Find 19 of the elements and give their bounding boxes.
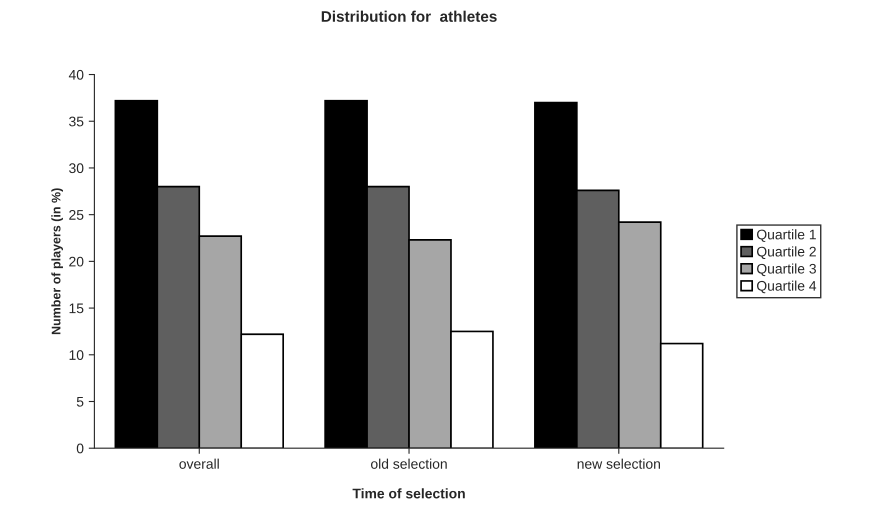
y-tick-label: 25 [69,210,84,220]
legend-label: Quartile 3 [757,263,816,276]
y-tick-label: 0 [76,444,84,454]
x-tick-label: old selection [371,458,447,469]
y-axis-title: Number of players (in %) [51,188,63,334]
legend-label: Quartile 2 [757,246,816,260]
x-tick-label: overall [179,458,219,469]
x-axis-title: Time of selection [352,488,465,498]
y-tick-label: 10 [70,350,84,360]
y-tick-label: 15 [70,304,84,314]
legend-label: Quartile 4 [757,280,816,294]
y-tick-label: 40 [68,70,84,80]
y-tick-label: 5 [76,396,84,407]
y-tick-label: 20 [69,256,84,267]
chart-title: Distribution for athletes [322,10,497,22]
x-tick-label: new selection [578,458,660,469]
y-tick-label: 35 [69,116,84,126]
y-tick-label: 30 [69,163,84,174]
legend-label: Quartile 1 [757,229,816,242]
